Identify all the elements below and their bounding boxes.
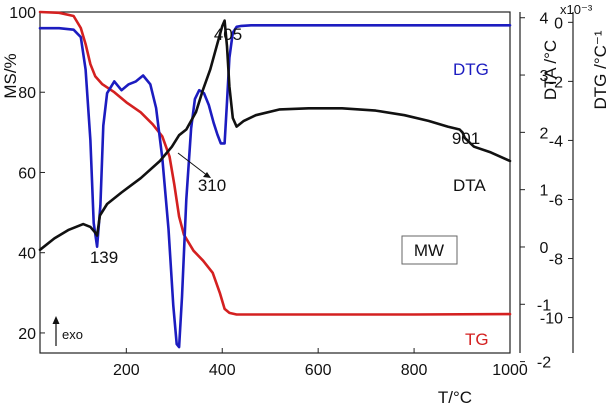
sample-label: MW <box>414 241 444 260</box>
exo-label: exo <box>62 327 83 342</box>
x-tick-label: 800 <box>401 362 428 379</box>
exo-arrowhead <box>52 316 60 324</box>
y-dta-tick-label: 3 <box>540 68 549 85</box>
series-label-tg: TG <box>465 330 489 349</box>
peak-310-arrow <box>177 152 209 177</box>
x-tick-label: 200 <box>113 362 140 379</box>
y-dtg-tick-label: -6 <box>549 192 563 209</box>
y-left-tick-label: 100 <box>9 5 36 22</box>
peak-label-405: 405 <box>214 25 242 44</box>
plot-border <box>39 11 511 354</box>
series-line-dta <box>38 19 512 252</box>
x-axis-label: T/°C <box>438 388 472 407</box>
series-label-dtg: DTG <box>453 60 489 79</box>
peak-label-901: 901 <box>452 129 480 148</box>
y-axis-dtg-exponent: x10⁻³ <box>560 2 593 17</box>
y-dta-tick-label: 4 <box>540 11 549 28</box>
peak-label-310: 310 <box>198 176 226 195</box>
sample-label-box <box>401 235 458 265</box>
peak-label-139: 139 <box>90 248 118 267</box>
y-left-tick-label: 80 <box>18 85 36 102</box>
y-axis-dta-label: DTA /°C <box>541 40 560 100</box>
y-axis-left-label: MS/% <box>1 53 20 98</box>
y-left-tick-label: 20 <box>18 326 36 343</box>
x-tick-label: 400 <box>209 362 236 379</box>
y-dta-tick-label: 0 <box>540 240 549 257</box>
x-tick-label: 1000 <box>492 362 528 379</box>
peak-310-arrowhead <box>203 172 211 178</box>
y-dta-tick-label: -1 <box>537 297 551 314</box>
y-left-tick-label: 40 <box>18 246 36 263</box>
series-line-dtg <box>38 24 512 349</box>
series-line-tg <box>38 10 512 316</box>
y-dta-tick-label: -2 <box>537 355 551 372</box>
y-dtg-tick-label: -8 <box>549 252 563 269</box>
series-label-dta: DTA <box>453 176 486 195</box>
series-layer <box>38 10 512 349</box>
y-dtg-tick-label: -2 <box>549 74 563 91</box>
y-axis-dtg-label: DTG /°C⁻¹ <box>591 30 610 109</box>
plot-frame <box>39 11 574 354</box>
y-dta-tick-label: 2 <box>540 125 549 142</box>
y-dtg-tick-label: 0 <box>554 15 563 32</box>
y-left-tick-label: 60 <box>18 165 36 182</box>
y-dta-tick-label: 1 <box>540 183 549 200</box>
y-dtg-tick-label: -10 <box>540 311 563 328</box>
y-dtg-tick-label: -4 <box>549 133 563 150</box>
x-tick-label: 600 <box>305 362 332 379</box>
